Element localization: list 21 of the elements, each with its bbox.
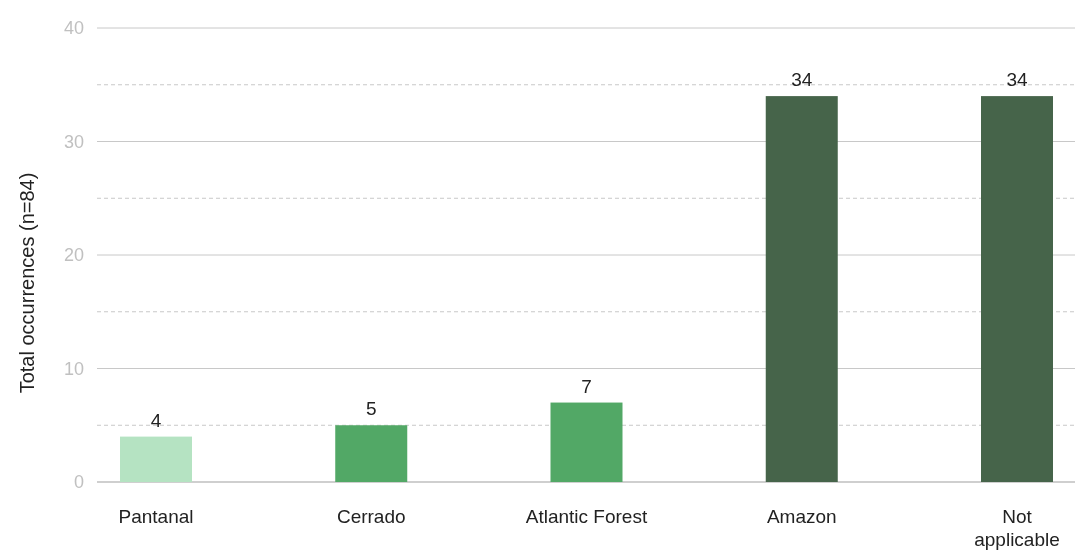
y-tick-label: 0 <box>73 472 84 493</box>
bar <box>550 402 623 482</box>
bar <box>335 425 408 482</box>
x-tick-label: Not applicable <box>974 506 1060 550</box>
y-tick-label: 30 <box>63 131 84 152</box>
bar <box>981 96 1053 482</box>
data-label: 4 <box>150 409 162 431</box>
y-tick-label: 20 <box>63 245 84 266</box>
y-tick-label: 40 <box>63 18 84 39</box>
bar <box>120 436 192 482</box>
data-label: 34 <box>1006 69 1028 91</box>
y-tick-label: 10 <box>63 358 84 379</box>
x-tick-label: Cerrado <box>336 506 406 527</box>
x-tick-label: Amazon <box>766 506 837 527</box>
x-tick-label: Pantanal <box>118 506 194 527</box>
x-tick-label: Atlantic Forest <box>525 506 648 527</box>
bar <box>765 96 838 482</box>
data-label: 34 <box>791 69 813 91</box>
data-label: 5 <box>365 398 377 420</box>
data-label: 7 <box>581 375 592 397</box>
y-axis-title: Total occurrences (n=84) <box>16 172 38 394</box>
